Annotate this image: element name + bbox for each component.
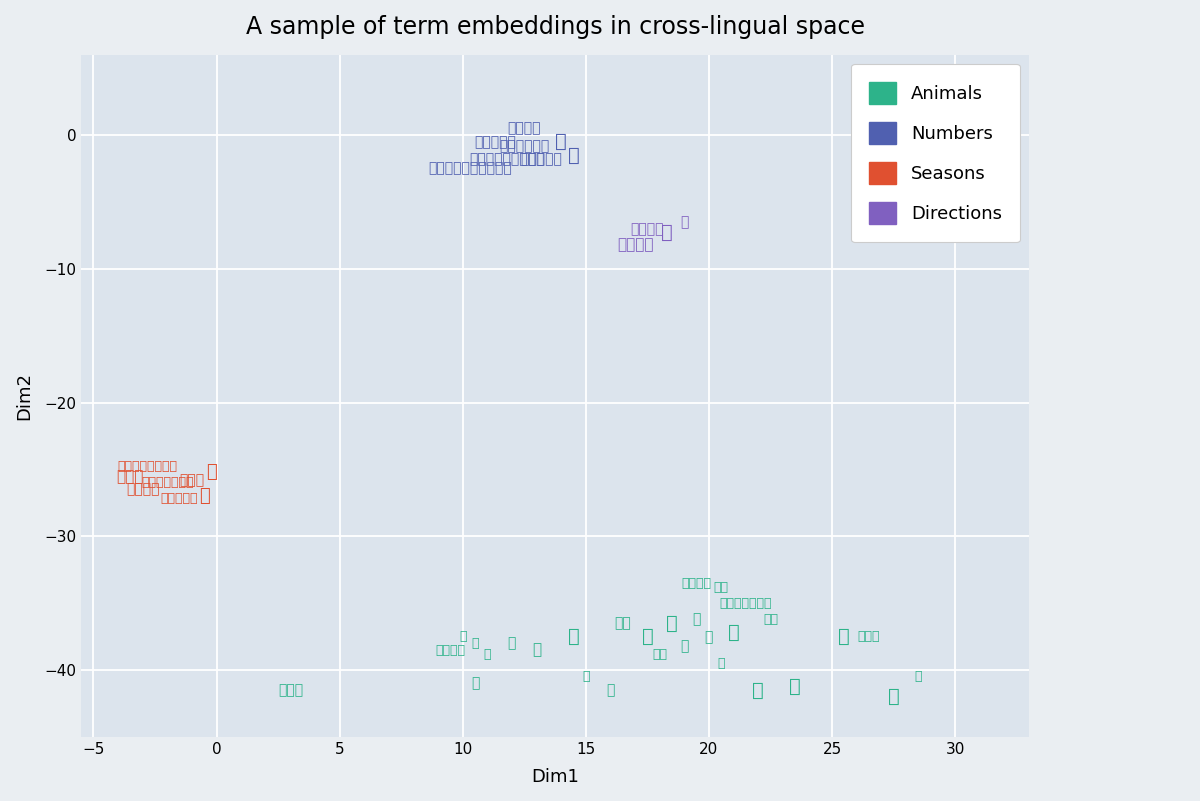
Text: 牛: 牛 [606,683,614,697]
Text: གའན: གའན [278,683,302,697]
Text: 百: 百 [556,132,568,151]
Text: དགུ་སཉིན: དགུ་སཉིན [118,461,178,473]
Text: དགུ་ཏུན: དགུ་ཏུན [142,477,193,489]
Text: རྒྱ་ད: རྒྱ་ད [521,152,563,166]
Text: ལྷཁ་: ལྷཁ་ [631,222,664,235]
Text: 蟆: 蟆 [568,627,580,646]
Text: 蟲: 蟲 [472,637,479,650]
Text: 海蛀: 海蛀 [714,581,728,594]
Text: དགུ: དགུ [116,469,144,484]
Y-axis label: Dim2: Dim2 [14,372,32,420]
Text: ཀ་བ་: ཀ་བ་ [682,577,712,590]
Text: 魚: 魚 [470,677,479,690]
Text: དགུ་བར: དགུ་བར [499,139,550,153]
Text: 鹅子: 鹅子 [763,613,778,626]
Text: 鹅: 鹅 [727,623,739,642]
Text: 蛇: 蛇 [508,636,516,650]
Text: 鲮: 鲮 [642,627,653,646]
Text: 牛: 牛 [752,681,764,700]
Text: 雀: 雀 [888,687,900,706]
Text: 南: 南 [661,223,673,242]
Text: ཀར་བ་: ཀར་བ་ [161,493,198,505]
Text: ཟླ་: ཟླ་ [858,630,881,643]
Text: གཅཱ་: གཅཱ་ [436,643,466,657]
Text: སཉིན: སཉིན [126,482,160,497]
Text: འབུམ་: འབུམ་ [474,135,516,149]
Text: 鳥: 鳥 [666,614,678,633]
Text: ལྷབ་: ལྷབ་ [617,237,653,252]
Text: 鵁: 鵁 [914,670,922,683]
Text: 鳞虫: 鳞虫 [614,616,631,630]
Text: 羊: 羊 [582,670,589,683]
Text: 蟻: 蟻 [458,630,467,643]
Text: 萬: 萬 [568,146,580,165]
Legend: Animals, Numbers, Seasons, Directions: Animals, Numbers, Seasons, Directions [851,64,1020,242]
Text: དགུ་བརྒྱ་: དགུ་བརྒྱ་ [469,152,545,166]
Title: A sample of term embeddings in cross-lingual space: A sample of term embeddings in cross-lin… [246,15,864,39]
Text: 虫: 虫 [484,647,491,661]
Text: 夏: 夏 [206,463,217,481]
Text: 魚: 魚 [532,642,541,658]
Text: 鵁: 鵁 [839,627,851,646]
Text: སུམ་བརྒྱ་ད: སུམ་བརྒྱ་ད [428,162,512,175]
Text: གཅཱ་བའ་: གཅཱ་བའ་ [720,597,772,610]
Text: 骦: 骦 [718,657,725,670]
X-axis label: Dim1: Dim1 [532,768,578,786]
Text: 驢: 驢 [790,677,800,696]
Text: 山羊: 山羊 [652,647,667,661]
Text: 秋: 秋 [199,487,210,505]
Text: 狗: 狗 [704,630,713,644]
Text: དགུ་: དགུ་ [508,122,541,135]
Text: 猿: 猿 [680,639,689,653]
Text: ཀར་: ཀར་ [179,473,204,487]
Text: 馬: 馬 [692,612,701,626]
Text: 北: 北 [680,215,689,229]
